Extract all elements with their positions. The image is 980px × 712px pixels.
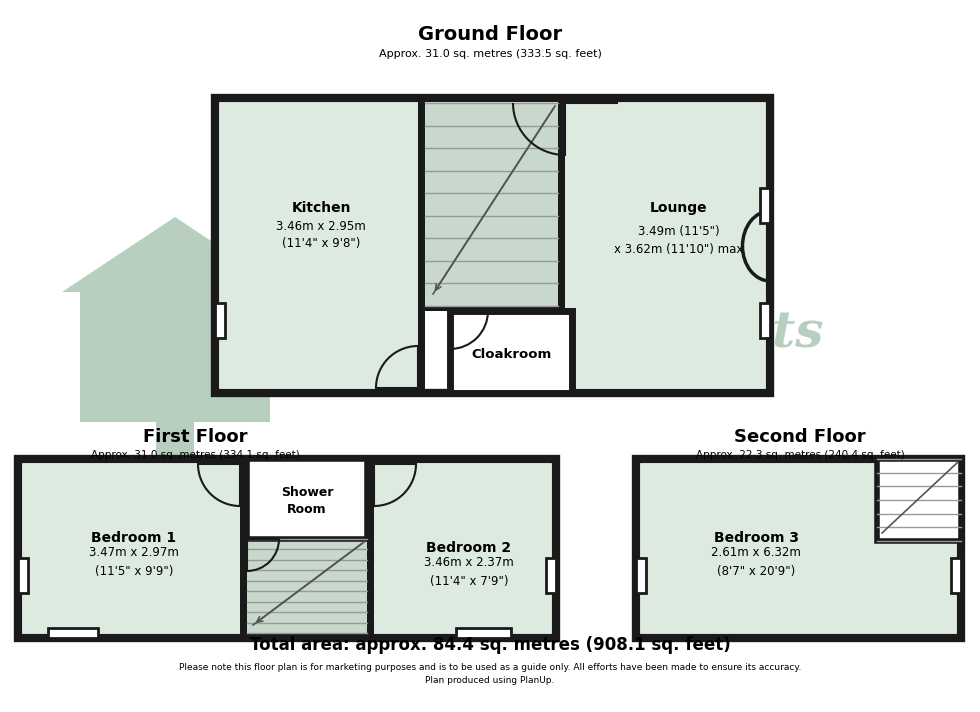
Polygon shape	[130, 422, 220, 552]
Bar	[220, 103, 418, 388]
Text: 3.46m x 2.37m
(11'4" x 7'9"): 3.46m x 2.37m (11'4" x 7'9")	[424, 557, 514, 587]
Text: Second Floor: Second Floor	[734, 428, 865, 446]
Bar	[951, 558, 961, 593]
Text: Appleby's: Appleby's	[377, 246, 762, 318]
Text: Plan produced using PlanUp.: Plan produced using PlanUp.	[425, 676, 555, 685]
Bar	[456, 628, 511, 638]
Bar	[636, 459, 961, 638]
Bar	[215, 98, 770, 393]
Bar	[565, 103, 765, 388]
Text: Bedroom 1: Bedroom 1	[91, 531, 176, 545]
Bar	[546, 558, 556, 593]
Text: Approx. 22.3 sq. metres (240.4 sq. feet): Approx. 22.3 sq. metres (240.4 sq. feet)	[696, 450, 905, 460]
Text: Kitchen: Kitchen	[291, 201, 351, 215]
Bar	[450, 311, 572, 393]
Text: Please note this floor plan is for marketing purposes and is to be used as a gui: Please note this floor plan is for marke…	[178, 663, 802, 672]
Text: Cloakroom: Cloakroom	[470, 348, 551, 362]
Bar	[23, 464, 240, 633]
Text: Ground Floor: Ground Floor	[417, 25, 563, 44]
Text: Approx. 31.0 sq. metres (334.1 sq. feet): Approx. 31.0 sq. metres (334.1 sq. feet)	[90, 450, 299, 460]
Bar	[247, 464, 367, 633]
Text: 3.46m x 2.95m
(11'4" x 9'8"): 3.46m x 2.95m (11'4" x 9'8")	[276, 219, 366, 251]
Bar	[48, 628, 98, 638]
Bar	[374, 464, 551, 633]
Bar	[558, 98, 565, 393]
Bar	[760, 303, 770, 338]
Text: Bedroom 3: Bedroom 3	[713, 531, 799, 545]
Bar	[418, 98, 425, 393]
Text: 3.47m x 2.97m
(11'5" x 9'9"): 3.47m x 2.97m (11'5" x 9'9")	[89, 547, 179, 577]
Bar	[636, 558, 646, 593]
Bar	[425, 306, 558, 311]
Text: Estate Agents: Estate Agents	[436, 310, 823, 359]
Text: First Floor: First Floor	[143, 428, 247, 446]
Text: Bedroom 2: Bedroom 2	[426, 541, 512, 555]
Text: Lounge: Lounge	[650, 201, 708, 215]
Bar	[877, 459, 961, 541]
Bar	[240, 459, 247, 638]
Bar	[367, 459, 374, 638]
Bar	[425, 103, 558, 388]
Bar	[247, 539, 367, 633]
Bar	[425, 103, 558, 306]
Bar	[760, 188, 770, 223]
Bar	[641, 464, 956, 633]
Bar	[18, 558, 28, 593]
Polygon shape	[62, 217, 288, 292]
Text: Shower
Room: Shower Room	[280, 486, 333, 516]
Text: Total area: approx. 84.4 sq. metres (908.1 sq. feet): Total area: approx. 84.4 sq. metres (908…	[250, 636, 730, 654]
Bar	[215, 303, 225, 338]
Text: 2.61m x 6.32m
(8'7" x 20'9"): 2.61m x 6.32m (8'7" x 20'9")	[711, 547, 801, 577]
Text: Approx. 31.0 sq. metres (333.5 sq. feet): Approx. 31.0 sq. metres (333.5 sq. feet)	[378, 49, 602, 59]
Bar	[877, 459, 961, 541]
Bar	[80, 292, 270, 422]
Text: 3.49m (11'5")
x 3.62m (11'10") max: 3.49m (11'5") x 3.62m (11'10") max	[614, 226, 744, 256]
Bar	[18, 459, 556, 638]
Bar	[247, 459, 367, 539]
